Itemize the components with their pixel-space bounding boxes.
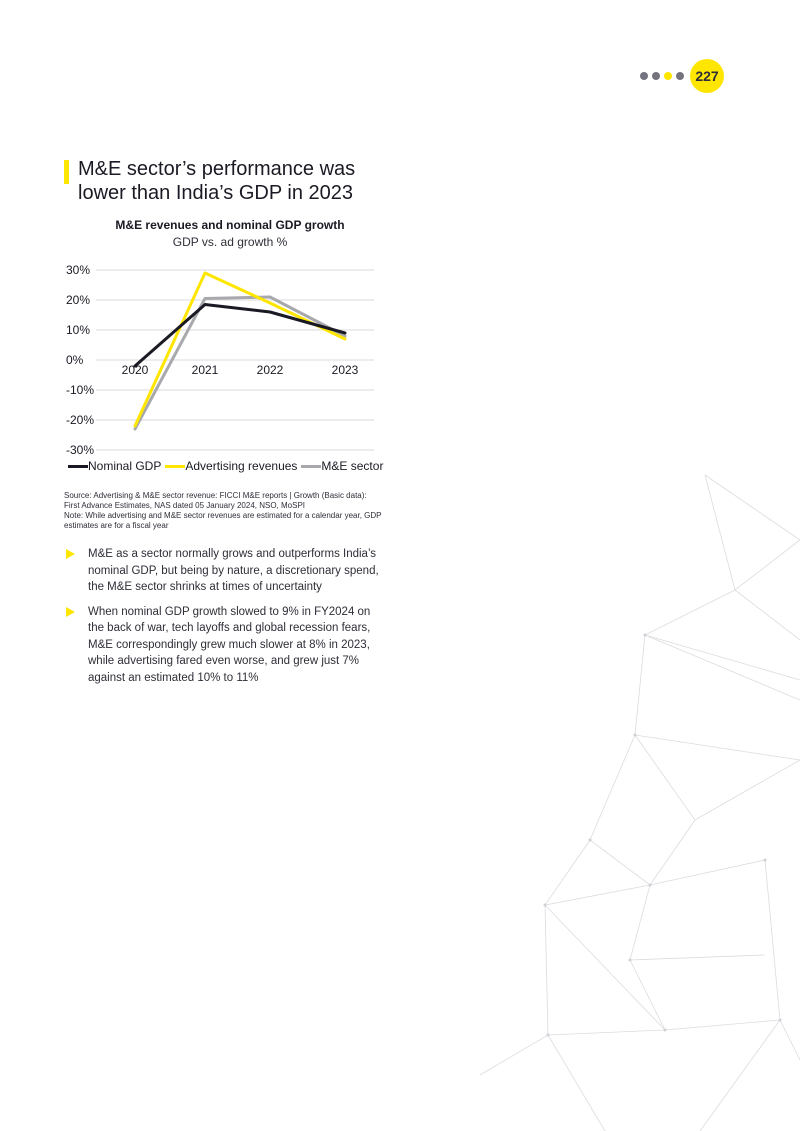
source-text: Source: Advertising & M&E sector revenue… [64,491,367,510]
legend-swatch-yellow [165,464,186,468]
source-note: Source: Advertising & M&E sector revenue… [64,491,384,531]
legend-item-nominal-gdp: Nominal GDP [68,459,161,473]
y-tick-label: 20% [66,293,90,307]
chart-subtitle: GDP vs. ad growth % [172,235,288,249]
legend-swatch-dark [68,464,88,468]
background-polygon-pattern [479,474,800,1131]
page-navigation: 227 [640,59,724,93]
legend-label: Nominal GDP [88,459,162,473]
legend-label: M&E sector [321,459,384,473]
y-tick-label: 0% [66,353,84,367]
chart-legend: Nominal GDP Advertising revenues M&E sec… [68,459,387,473]
bullet-text: When nominal GDP growth slowed to 9% in … [88,605,371,684]
series-line [133,271,347,428]
page-dot [676,72,684,80]
legend-label: Advertising revenues [185,459,298,473]
page-dot-active [664,72,672,80]
bullet-item: When nominal GDP growth slowed to 9% in … [64,604,384,687]
page-dot [640,72,648,80]
line-chart: 30% 20% 10% 0% -10% -20% -30% 2020 2021 2022 2023 [66,263,374,457]
bullet-item: M&E as a sector normally grows and outpe… [64,546,384,596]
y-tick-label: -30% [66,443,94,457]
legend-swatch-grey [301,464,322,468]
y-tick-label: 10% [66,323,90,337]
bullet-text: M&E as a sector normally grows and outpe… [88,548,379,593]
x-tick-label: 2021 [192,363,219,377]
y-tick-label: -10% [66,383,94,397]
chart-title: M&E revenues and nominal GDP growth [115,218,345,232]
x-tick-label: 2020 [122,363,149,377]
y-tick-label: 30% [66,263,90,277]
bullet-arrow-icon [66,606,75,617]
y-tick-label: -20% [66,413,94,427]
title-accent-bar [64,160,69,184]
x-tick-label: 2022 [257,363,284,377]
legend-item-me-sector: M&E sector [301,459,383,473]
x-tick-label: 2023 [332,363,359,377]
page-title: M&E sector’s performance was lower than … [78,158,356,204]
bullet-list: M&E as a sector normally grows and outpe… [64,546,384,694]
page-number: 227 [690,59,724,93]
note-text: Note: While advertising and M&E sector r… [64,511,382,530]
page-dot [652,72,660,80]
legend-item-advertising: Advertising revenues [165,459,297,473]
series-line [133,303,347,368]
series-line [133,295,347,431]
bullet-arrow-icon [66,549,75,559]
